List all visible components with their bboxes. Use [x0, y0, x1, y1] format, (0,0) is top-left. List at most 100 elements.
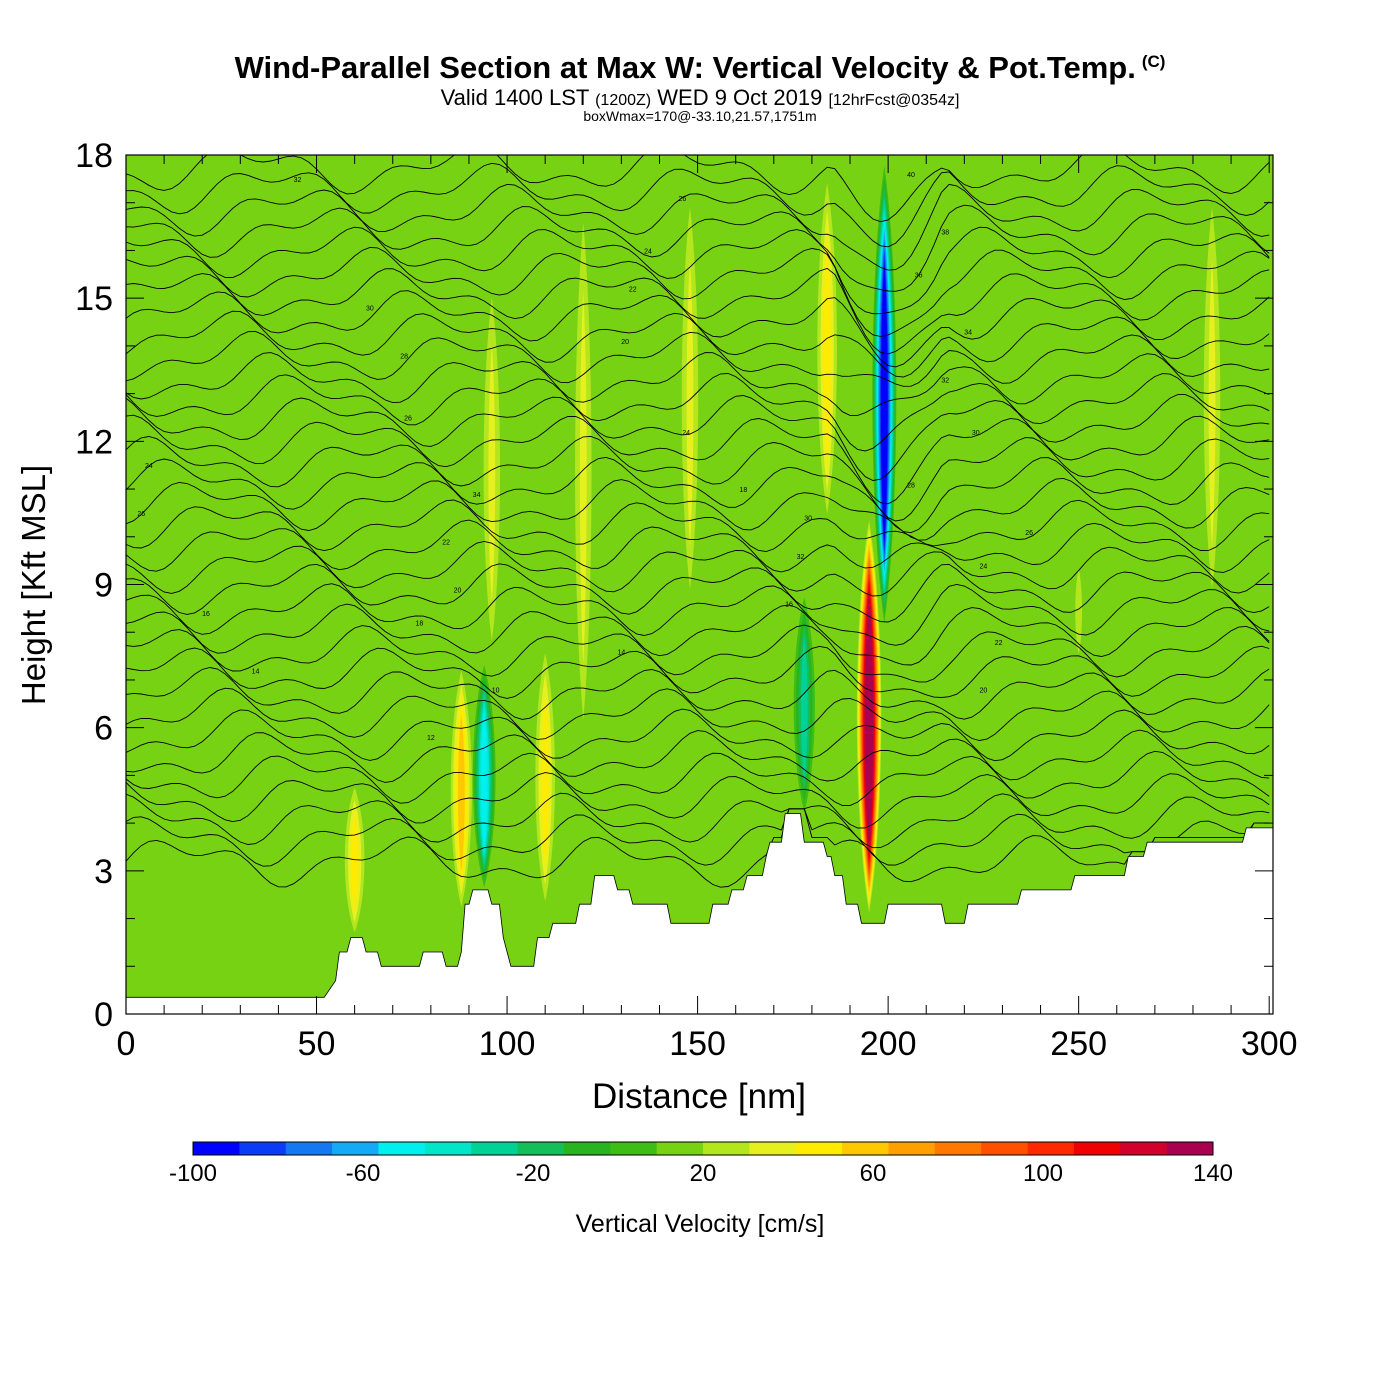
isentrope-line [126, 708, 1270, 762]
x-tick-label: 250 [1050, 1025, 1107, 1063]
velocity-feature [872, 165, 897, 624]
isentrope-label: 24 [145, 463, 153, 470]
isentrope-label: 16 [202, 611, 210, 618]
velocity-feature [681, 207, 699, 590]
isentrope-label: 20 [979, 687, 987, 694]
velocity-band [351, 812, 359, 913]
x-tick-label: 100 [479, 1025, 536, 1063]
velocity-feature [450, 670, 472, 907]
isentrope-line [126, 583, 1270, 646]
valid-date: WED 9 Oct 2019 [657, 85, 823, 110]
box-info: boxWmax=170@-33.10,21.57,1751m [583, 108, 817, 124]
colorbar-segment [981, 1142, 1029, 1155]
colorbar-segment [424, 1142, 472, 1155]
isentrope-label: 26 [1025, 530, 1033, 537]
isentrope-label: 14 [252, 668, 260, 675]
colorbar-segment [795, 1142, 843, 1155]
valid-time-line: Valid 1400 LST (1200Z) WED 9 Oct 2019 [1… [0, 85, 1400, 111]
y-tick-label: 9 [94, 567, 113, 605]
velocity-band [1208, 259, 1216, 547]
y-tick-label: 12 [75, 423, 113, 461]
velocity-band [488, 344, 496, 603]
isentrope-label: 32 [941, 377, 949, 384]
colorbar-tick-label: 60 [860, 1160, 887, 1187]
colorbar-tick-label: -100 [169, 1160, 217, 1187]
heatmap-background [126, 155, 1273, 1014]
terrain-mask [125, 813, 1274, 1015]
isentrope-label: 34 [473, 492, 481, 499]
isentrope-line [126, 667, 1270, 720]
isentrope-label: 30 [366, 306, 374, 313]
colorbar-tick-label: 20 [690, 1160, 717, 1187]
velocity-band [1075, 568, 1083, 655]
colorbar-title: Vertical Velocity [cm/s] [576, 1210, 825, 1238]
isentrope-label: 26 [137, 511, 145, 518]
isentrope-line [126, 435, 1270, 522]
isentrope-line [126, 394, 1270, 481]
velocity-feature [472, 664, 496, 888]
velocity-feature [1203, 207, 1221, 590]
isentrope-line [126, 519, 1270, 573]
isentrope-label: 34 [964, 330, 972, 337]
colorbar-segment [1166, 1142, 1214, 1155]
isentrope-line [126, 603, 1270, 666]
isentrope-line [126, 226, 1270, 315]
isentrope-line [126, 729, 1270, 783]
x-tick-label: 200 [860, 1025, 917, 1063]
colorbar-segment [610, 1142, 658, 1155]
isentrope-label: 24 [979, 563, 987, 570]
isentrope-line [126, 204, 1270, 292]
colorbar-segment [842, 1142, 889, 1155]
colorbar-segment [517, 1142, 565, 1155]
terrain-profile [125, 813, 1274, 1015]
isentrope-line [126, 456, 1270, 534]
isentrope-label: 14 [617, 649, 625, 656]
valid-prefix: Valid 1400 LST [440, 85, 589, 110]
isentrope-label: 24 [682, 430, 690, 437]
y-tick-label: 6 [94, 710, 113, 748]
field-background [126, 155, 1273, 1014]
velocity-feature [856, 520, 882, 913]
colorbar-segment [332, 1142, 379, 1155]
isentrope-line [126, 373, 1270, 452]
isentrope-line [126, 414, 1270, 505]
x-tick-label: 50 [298, 1025, 336, 1063]
x-tick-label: 300 [1241, 1025, 1298, 1063]
colorbar-segment [1073, 1142, 1121, 1155]
isentrope-line [126, 808, 1270, 867]
colorbar-segment [378, 1142, 426, 1155]
velocity-band [457, 713, 465, 872]
isentrope-line [126, 687, 1270, 741]
isentrope-label: 26 [678, 196, 686, 203]
velocity-feature [793, 597, 815, 813]
valid-utc: (1200Z) [595, 92, 652, 109]
isentrope-line [126, 792, 1270, 849]
isentrope-label: 12 [427, 735, 435, 742]
isentrope-label: 16 [785, 602, 793, 609]
isentrope-line [126, 477, 1270, 541]
isentrope-line [126, 162, 1270, 248]
velocity-band [686, 259, 694, 547]
x-tick-label: 150 [669, 1025, 726, 1063]
isentrope-line [126, 499, 1270, 552]
velocity-feature [1075, 568, 1083, 655]
isentrope-line [126, 624, 1270, 683]
isentrope-line [126, 183, 1270, 271]
y-axis-label: Height [Kft MSL] [15, 465, 52, 705]
isentrope-label: 20 [621, 339, 629, 346]
colorbar-segment [1120, 1142, 1168, 1155]
isentrope-line [126, 331, 1270, 387]
velocity-feature [817, 182, 837, 514]
isentrope-label: 28 [400, 353, 408, 360]
isentrope-label: 36 [915, 272, 923, 279]
colorbar-segment [656, 1142, 704, 1155]
isentrope-label: 18 [416, 621, 424, 628]
isentrope-labels: 14 16 18 20 22 24 26 26 28 30 32 34 10 12 14 16 18 20 22 24… [137, 172, 1033, 742]
colorbar-tick-label: -20 [516, 1160, 551, 1187]
copyright-mark: (C) [1141, 51, 1166, 71]
colorbar-tick-label: -60 [346, 1160, 381, 1187]
colorbar-segment [703, 1142, 750, 1155]
colorbar-segment [239, 1142, 287, 1155]
